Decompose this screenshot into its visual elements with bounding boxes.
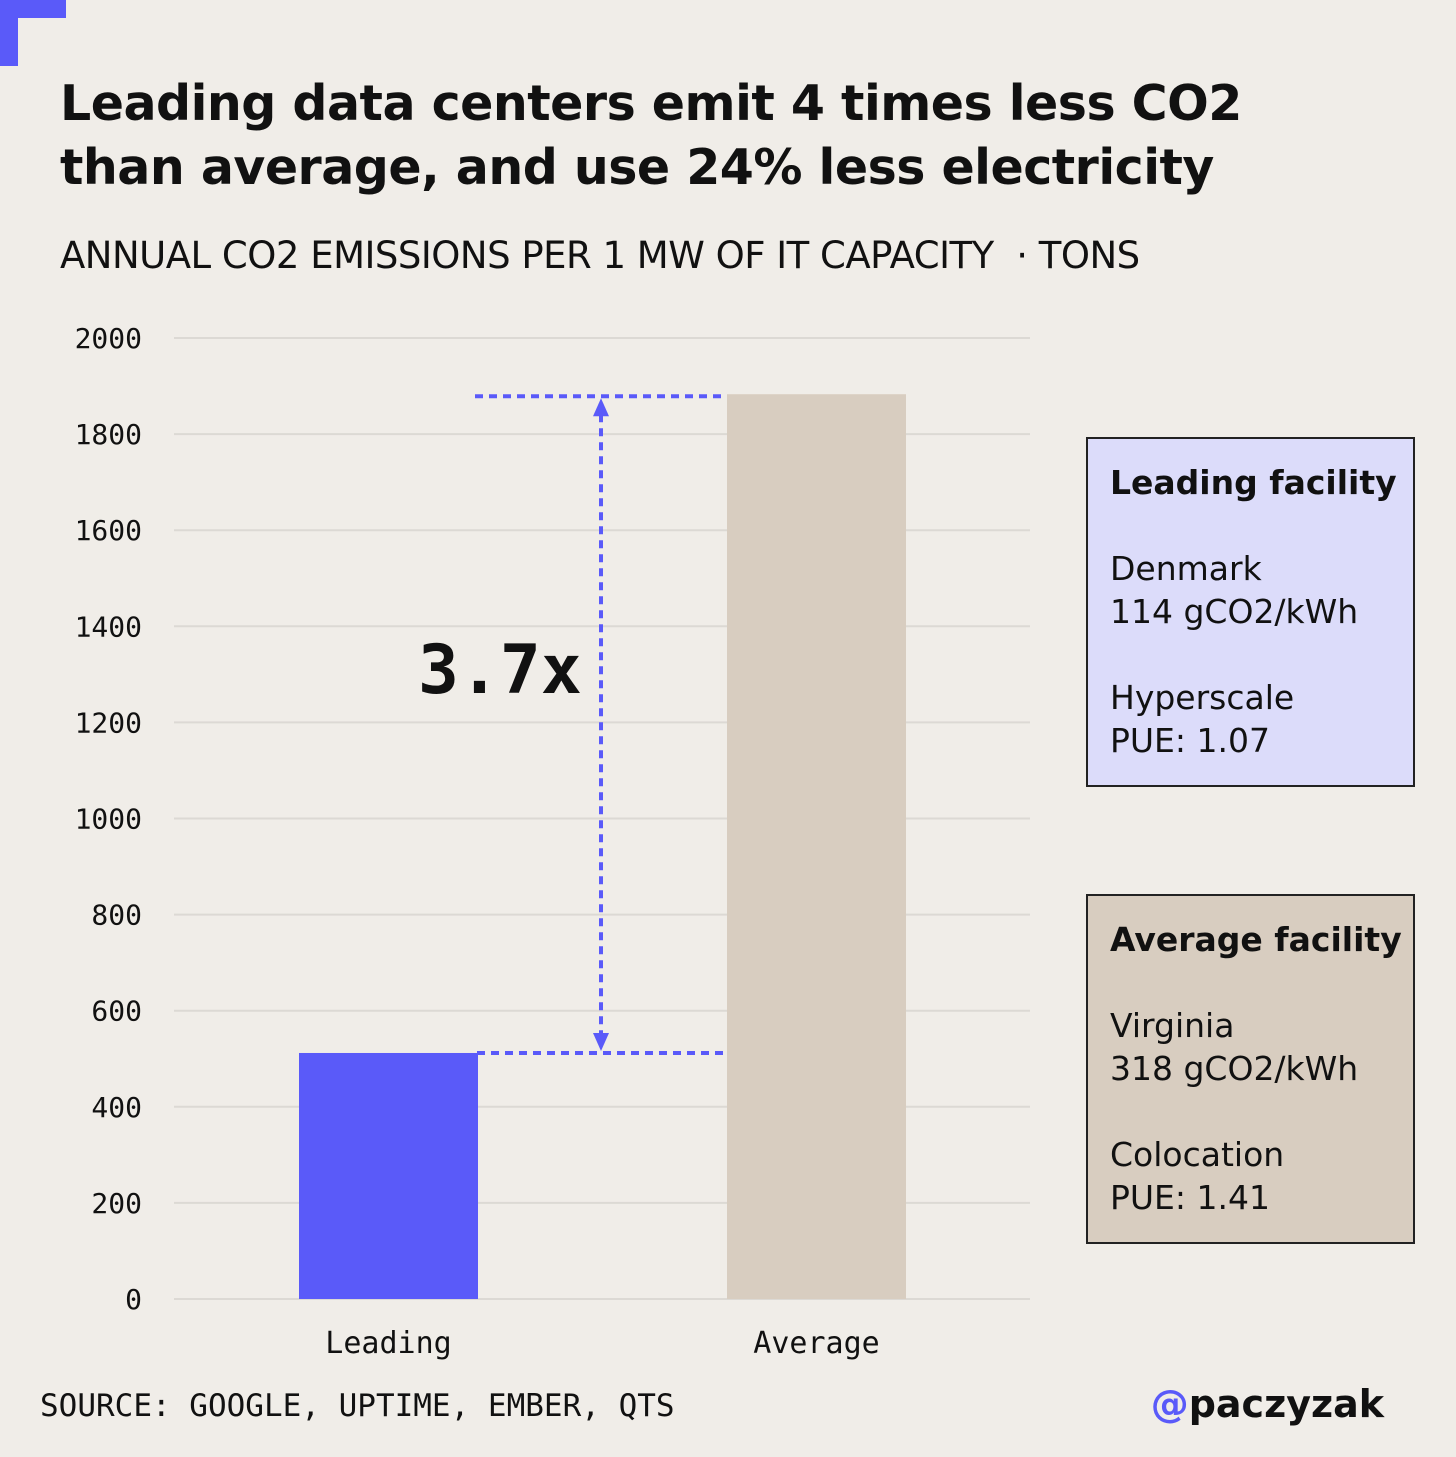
y-tick-label: 1200 bbox=[75, 706, 142, 739]
y-tick-label: 400 bbox=[91, 1091, 142, 1124]
bar-leading bbox=[299, 1052, 478, 1299]
box-heading: Average facility bbox=[1110, 920, 1402, 959]
x-tick-label: Leading bbox=[325, 1326, 451, 1361]
box-type: Hyperscale bbox=[1110, 678, 1295, 717]
leading-facility-box: Leading facility Denmark 114 gCO2/kWh Hy… bbox=[1086, 437, 1415, 787]
y-tick-label: 1400 bbox=[75, 610, 142, 643]
box-intensity: 318 gCO2/kWh bbox=[1110, 1049, 1359, 1088]
ratio-annotation: 3.7x bbox=[418, 631, 582, 710]
arrow-up-icon bbox=[593, 398, 609, 417]
corner-mark bbox=[0, 0, 18, 66]
chart-title: Leading data centers emit 4 times less C… bbox=[60, 75, 1242, 196]
bar-average bbox=[727, 394, 906, 1299]
y-tick-label: 800 bbox=[91, 899, 142, 932]
chart-subtitle: ANNUAL CO2 EMISSIONS PER 1 MW OF IT CAPA… bbox=[60, 234, 1140, 277]
box-location: Virginia bbox=[1110, 1006, 1235, 1045]
author-handle: @paczyzak bbox=[1151, 1382, 1384, 1426]
y-tick-label: 1000 bbox=[75, 803, 142, 836]
arrow-down-icon bbox=[593, 1032, 609, 1051]
y-tick-label: 200 bbox=[91, 1187, 142, 1220]
box-pue: PUE: 1.07 bbox=[1110, 721, 1270, 760]
source-note: SOURCE: GOOGLE, UPTIME, EMBER, QTS bbox=[40, 1388, 675, 1424]
box-location: Denmark bbox=[1110, 549, 1262, 588]
y-tick-label: 1800 bbox=[75, 418, 142, 451]
box-heading: Leading facility bbox=[1110, 463, 1397, 502]
y-tick-label: 2000 bbox=[75, 322, 142, 355]
y-tick-label: 1600 bbox=[75, 514, 142, 547]
handle-name: paczyzak bbox=[1188, 1382, 1384, 1426]
box-intensity: 114 gCO2/kWh bbox=[1110, 592, 1359, 631]
average-facility-box: Average facility Virginia 318 gCO2/kWh C… bbox=[1086, 894, 1415, 1244]
at-sign: @ bbox=[1150, 1382, 1189, 1426]
y-tick-label: 600 bbox=[91, 995, 142, 1028]
x-tick-label: Average bbox=[753, 1326, 879, 1361]
box-pue: PUE: 1.41 bbox=[1110, 1178, 1270, 1217]
box-type: Colocation bbox=[1110, 1135, 1285, 1174]
y-tick-label: 0 bbox=[125, 1283, 142, 1316]
